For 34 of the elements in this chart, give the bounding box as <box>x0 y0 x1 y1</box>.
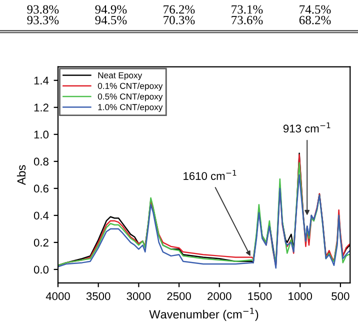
legend-label: Neat Epoxy <box>98 72 142 80</box>
annotation: 913 cm$^{−1}$ <box>283 122 330 133</box>
text: 68.2% <box>299 16 331 24</box>
text: 73.6% <box>232 16 263 24</box>
y-tick-label: 1.0 <box>34 130 49 139</box>
legend-label: 0.1% CNT/epoxy <box>98 82 163 91</box>
text: 93.8% <box>27 5 59 14</box>
annotation: 1610 cm$^{−1}$ <box>184 170 236 180</box>
text: 70.3% <box>164 16 195 24</box>
legend-label: 0.5% CNT/epoxy <box>98 93 163 102</box>
y-tick-label: 0.8 <box>34 158 48 166</box>
legend-label: 1.0% CNT/epoxy <box>98 104 163 112</box>
y-tick-label: 0.4 <box>34 212 49 220</box>
text: 94.5% <box>95 16 127 24</box>
text: 74.5% <box>300 5 331 14</box>
y-tick-label: 0.2 <box>34 238 48 247</box>
x-tick-label: 1500 <box>248 292 272 300</box>
x-tick-label: 1000 <box>288 292 312 300</box>
y-tick-label: 1.2 <box>34 104 48 112</box>
text: 94.9% <box>95 5 127 14</box>
text: 73.1% <box>232 5 263 14</box>
y-axis-title: Abs <box>16 165 26 186</box>
y-tick-label: 1.4 <box>34 76 49 84</box>
x-tick-label: 4000 <box>46 292 70 300</box>
x-tick-label: 2500 <box>167 292 191 300</box>
x-axis-title: Wavenumber (cm$^{−1}$) <box>149 308 258 321</box>
x-tick-label: 500 <box>332 292 350 300</box>
text: 76.2% <box>164 5 195 14</box>
x-tick-label: 3000 <box>126 292 151 300</box>
text: 93.3% <box>27 16 59 24</box>
x-tick-label: 3500 <box>86 292 110 300</box>
x-tick-label: 2000 <box>208 292 232 300</box>
y-tick-label: 0.0 <box>34 266 49 274</box>
y-tick-label: 0.6 <box>34 184 48 193</box>
